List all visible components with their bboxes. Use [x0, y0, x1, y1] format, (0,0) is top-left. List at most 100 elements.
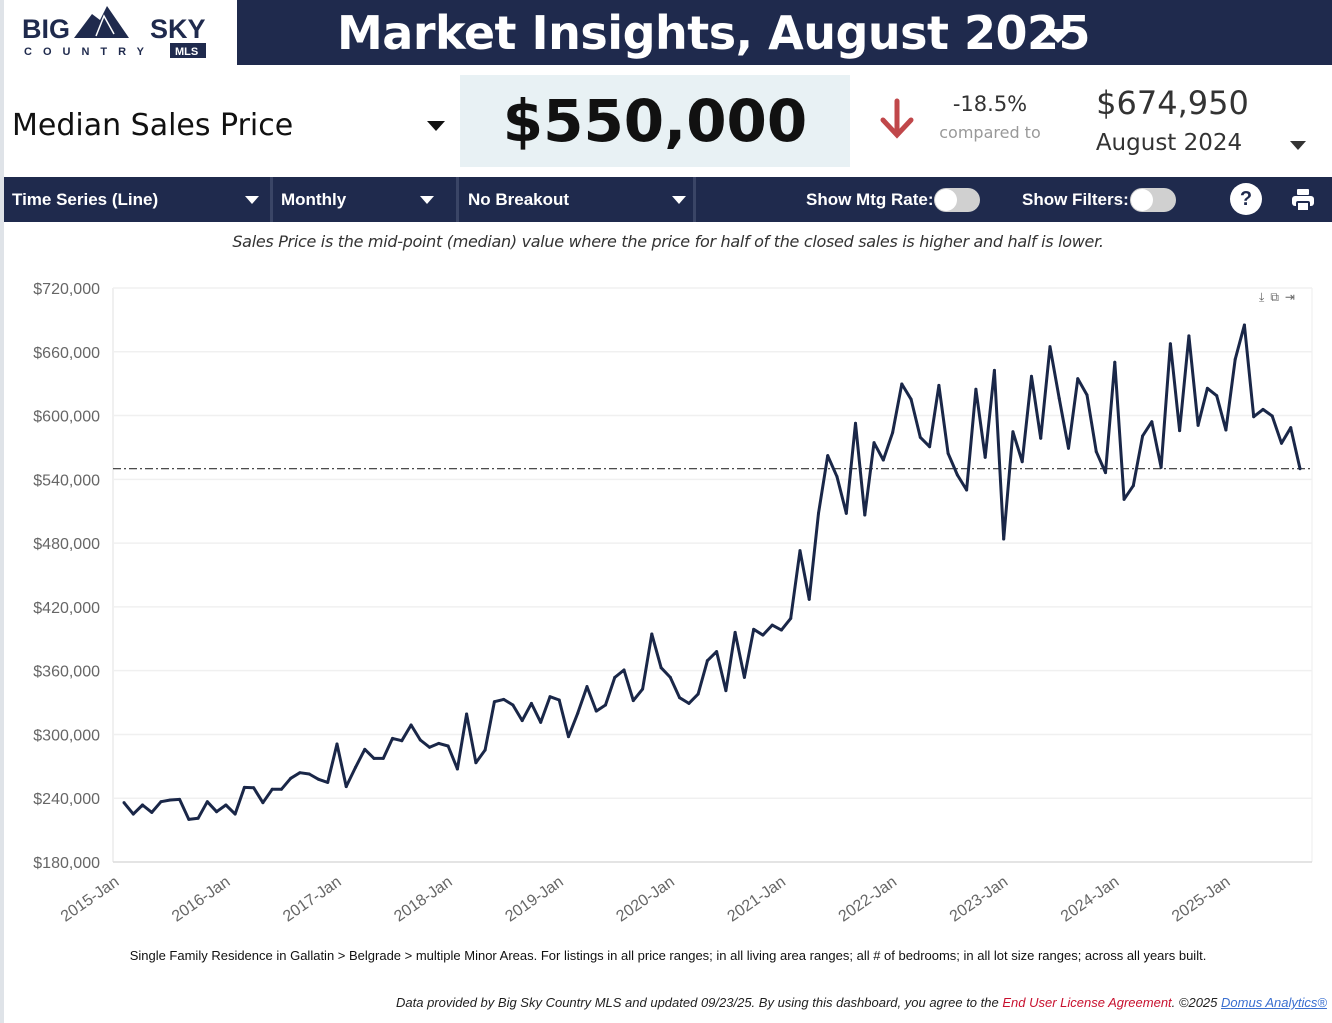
data-point [465, 712, 469, 716]
help-icon[interactable]: ? [1230, 183, 1262, 215]
metric-description: Sales Price is the mid-point (median) va… [232, 232, 1104, 251]
data-point [761, 633, 765, 637]
divider [693, 177, 696, 222]
svg-text:BIG: BIG [22, 14, 70, 44]
data-point [1289, 426, 1293, 430]
data-point [391, 736, 395, 740]
data-point [1076, 377, 1080, 381]
data-point [974, 387, 978, 391]
chevron-down-icon [420, 196, 434, 204]
data-point [446, 744, 450, 748]
series-line [122, 323, 1302, 821]
data-point [353, 765, 357, 769]
data-point [539, 720, 543, 724]
data-point [1002, 537, 1006, 541]
toolbar: Time Series (Line) Monthly No Breakout S… [4, 177, 1332, 222]
data-point [233, 812, 237, 816]
data-point [409, 723, 413, 727]
data-point [205, 800, 209, 804]
data-point [1029, 374, 1033, 378]
interval-dropdown[interactable]: Monthly [281, 177, 441, 222]
copy-icon[interactable]: ⧉ [1270, 290, 1279, 304]
data-point [891, 431, 895, 435]
x-tick-label: 2017-Jan [280, 873, 344, 925]
y-tick-label: $360,000 [33, 664, 100, 681]
y-tick-label: $660,000 [33, 345, 100, 362]
y-tick-label: $480,000 [33, 536, 100, 553]
page-title[interactable]: Market Insights, August 2025 [337, 6, 1091, 60]
domus-link[interactable]: Domus Analytics® [1221, 995, 1327, 1010]
prior-period-selector[interactable]: August 2024 [1095, 130, 1243, 156]
data-point [955, 473, 959, 477]
data-point [900, 382, 904, 386]
data-point [1048, 345, 1052, 349]
data-point [631, 699, 635, 703]
data-point [659, 666, 663, 670]
data-point [1252, 415, 1256, 419]
data-point [668, 675, 672, 679]
data-point [733, 630, 737, 634]
x-tick-label: 2020-Jan [613, 873, 677, 925]
divider [270, 177, 273, 222]
breakout-dropdown[interactable]: No Breakout [468, 177, 693, 222]
download-icon[interactable]: ⤓ [1259, 290, 1265, 304]
footer: Data provided by Big Sky Country MLS and… [396, 995, 1327, 1010]
prior-period-caret-icon[interactable] [1290, 141, 1306, 150]
data-point [1067, 446, 1071, 450]
data-point [779, 628, 783, 632]
data-point [983, 455, 987, 459]
data-point [937, 383, 941, 387]
mtg-rate-label: Show Mtg Rate: [806, 190, 934, 209]
data-point [400, 739, 404, 743]
eula-link[interactable]: End User License Agreement [1002, 995, 1172, 1010]
x-tick-label: 2024-Jan [1058, 873, 1122, 925]
data-point [715, 650, 719, 654]
x-tick-label: 2016-Jan [169, 873, 233, 925]
data-point [1187, 334, 1191, 338]
data-point [576, 711, 580, 715]
data-point [372, 756, 376, 760]
chart-type-dropdown[interactable]: Time Series (Line) [12, 177, 270, 222]
data-point [789, 616, 793, 620]
data-point [1113, 360, 1117, 364]
data-point [992, 368, 996, 372]
metric-selector[interactable]: Median Sales Price [12, 108, 294, 143]
header-bar: Market Insights, August 2025 [237, 0, 1332, 65]
data-point [1057, 396, 1061, 400]
data-point [1270, 414, 1274, 418]
data-point [752, 627, 756, 631]
footer-text: Data provided by Big Sky Country MLS and… [396, 995, 1003, 1010]
data-point [492, 700, 496, 704]
data-point [557, 698, 561, 702]
data-point [1242, 323, 1246, 327]
x-tick-label: 2019-Jan [502, 873, 566, 925]
data-point [168, 798, 172, 802]
data-point [1011, 430, 1015, 434]
y-tick-label: $180,000 [33, 855, 100, 872]
metric-dropdown-caret-icon[interactable] [427, 121, 445, 131]
x-tick-label: 2021-Jan [725, 873, 789, 925]
svg-text:SKY: SKY [150, 14, 206, 44]
filters-toggle[interactable] [1130, 188, 1176, 212]
data-point [928, 445, 932, 449]
data-point [705, 659, 709, 663]
data-point [1279, 441, 1283, 445]
data-point [881, 458, 885, 462]
data-point [1104, 471, 1108, 475]
data-point [418, 738, 422, 742]
title-dropdown-caret-icon[interactable] [1044, 29, 1072, 43]
data-point [724, 689, 728, 693]
data-point [381, 756, 385, 760]
print-icon[interactable] [1290, 187, 1316, 218]
data-point [1085, 393, 1089, 397]
x-tick-label: 2023-Jan [947, 873, 1011, 925]
data-point [622, 668, 626, 672]
data-point [502, 697, 506, 701]
filters-label: Show Filters: [1022, 190, 1129, 209]
data-point [224, 803, 228, 807]
chart-type-label: Time Series (Line) [12, 190, 159, 209]
big-sky-country-mls-logo[interactable]: BIG SKY COUNTRY MLS [4, 0, 237, 65]
data-point [1233, 357, 1237, 361]
mtg-rate-toggle[interactable] [934, 188, 980, 212]
export-icon[interactable]: ⇥ [1284, 290, 1295, 304]
